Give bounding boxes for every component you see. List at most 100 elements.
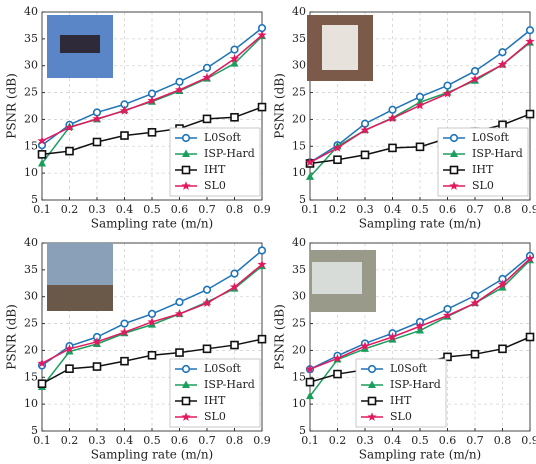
marker (204, 115, 211, 122)
y-tick-label: 10 (292, 166, 306, 179)
legend-label: L0Soft (390, 362, 428, 375)
marker (334, 156, 341, 163)
x-tick-label: 0.1 (33, 434, 51, 447)
marker (527, 334, 534, 341)
y-tick-label: 25 (24, 317, 38, 330)
marker (39, 380, 46, 387)
marker (183, 398, 190, 405)
x-tick-label: 0.6 (171, 434, 189, 447)
y-tick-label: 10 (24, 166, 38, 179)
marker (121, 358, 128, 365)
marker (149, 129, 156, 136)
y-tick-label: 20 (292, 112, 306, 125)
legend-label: IHT (204, 163, 226, 176)
y-axis-label: PSNR (dB) (273, 304, 287, 370)
legend-label: ISP-Hard (204, 378, 255, 391)
x-tick-label: 0.2 (61, 203, 79, 216)
x-tick-label: 0.1 (301, 203, 319, 216)
marker (259, 104, 266, 111)
x-tick-label: 0.3 (88, 434, 106, 447)
y-tick-label: 15 (292, 139, 306, 152)
marker (149, 352, 156, 359)
x-tick-label: 0.7 (198, 203, 216, 216)
y-tick-label: 30 (24, 290, 38, 303)
marker (94, 138, 101, 145)
marker (389, 144, 396, 151)
marker (183, 167, 190, 174)
y-tick-label: 25 (292, 86, 306, 99)
marker (120, 106, 129, 115)
x-tick-label: 0.9 (253, 434, 271, 447)
y-tick-label: 40 (292, 236, 306, 249)
y-tick-label: 30 (292, 59, 306, 72)
marker (183, 366, 190, 373)
marker (472, 351, 479, 358)
y-tick-label: 40 (24, 236, 38, 249)
marker (176, 79, 183, 86)
x-tick-label: 0.5 (411, 203, 429, 216)
x-tick-label: 0.1 (33, 203, 51, 216)
x-tick-label: 0.9 (521, 434, 536, 447)
x-tick-label: 0.3 (356, 434, 374, 447)
y-tick-label: 15 (292, 370, 306, 383)
y-tick-label: 10 (292, 397, 306, 410)
y-tick-label: 35 (24, 32, 38, 45)
marker (307, 379, 314, 386)
x-tick-label: 0.2 (329, 434, 347, 447)
x-tick-label: 0.8 (226, 434, 244, 447)
y-axis-label: PSNR (dB) (5, 304, 19, 370)
legend-label: ISP-Hard (204, 147, 255, 160)
marker (176, 349, 183, 356)
marker (231, 270, 238, 277)
marker (369, 398, 376, 405)
x-axis-label: Sampling rate (m/n) (359, 448, 481, 462)
marker (259, 247, 266, 254)
x-tick-label: 0.6 (439, 203, 457, 216)
marker (149, 311, 156, 318)
y-tick-label: 40 (292, 5, 306, 18)
x-tick-label: 0.7 (466, 434, 484, 447)
x-tick-label: 0.3 (88, 203, 106, 216)
x-tick-label: 0.3 (356, 203, 374, 216)
x-tick-label: 0.7 (198, 434, 216, 447)
legend-label: SL0 (204, 179, 226, 192)
x-tick-label: 0.2 (61, 434, 79, 447)
marker (121, 320, 128, 327)
y-tick-label: 10 (24, 397, 38, 410)
marker (231, 342, 238, 349)
thumbnail-detail (312, 262, 362, 294)
x-tick-label: 0.9 (253, 203, 271, 216)
legend-label: SL0 (390, 410, 412, 423)
figure: 5101520253035400.10.20.30.40.50.60.70.80… (0, 0, 536, 464)
thumbnail-detail (47, 285, 113, 311)
legend-label: IHT (204, 394, 226, 407)
marker (527, 111, 534, 118)
y-tick-label: 25 (292, 317, 306, 330)
x-axis-label: Sampling rate (m/n) (359, 217, 481, 231)
x-tick-label: 0.6 (171, 203, 189, 216)
x-tick-label: 0.4 (116, 203, 134, 216)
y-axis-label: PSNR (dB) (273, 73, 287, 139)
x-tick-label: 0.8 (494, 434, 512, 447)
marker (369, 366, 376, 373)
y-tick-label: 15 (24, 139, 38, 152)
marker (334, 371, 341, 378)
x-tick-label: 0.6 (439, 434, 457, 447)
marker (66, 148, 73, 155)
marker (499, 49, 506, 56)
marker (451, 167, 458, 174)
x-tick-label: 0.2 (329, 203, 347, 216)
marker (231, 114, 238, 121)
x-tick-label: 0.4 (384, 434, 402, 447)
y-tick-label: 15 (24, 370, 38, 383)
marker (39, 151, 46, 158)
legend-label: SL0 (472, 179, 494, 192)
legend-label: ISP-Hard (390, 378, 441, 391)
x-tick-label: 0.7 (466, 203, 484, 216)
y-tick-label: 35 (24, 263, 38, 276)
x-tick-label: 0.4 (384, 203, 402, 216)
y-tick-label: 20 (24, 112, 38, 125)
marker (66, 365, 73, 372)
y-tick-label: 40 (24, 5, 38, 18)
x-axis-label: Sampling rate (m/n) (91, 448, 213, 462)
